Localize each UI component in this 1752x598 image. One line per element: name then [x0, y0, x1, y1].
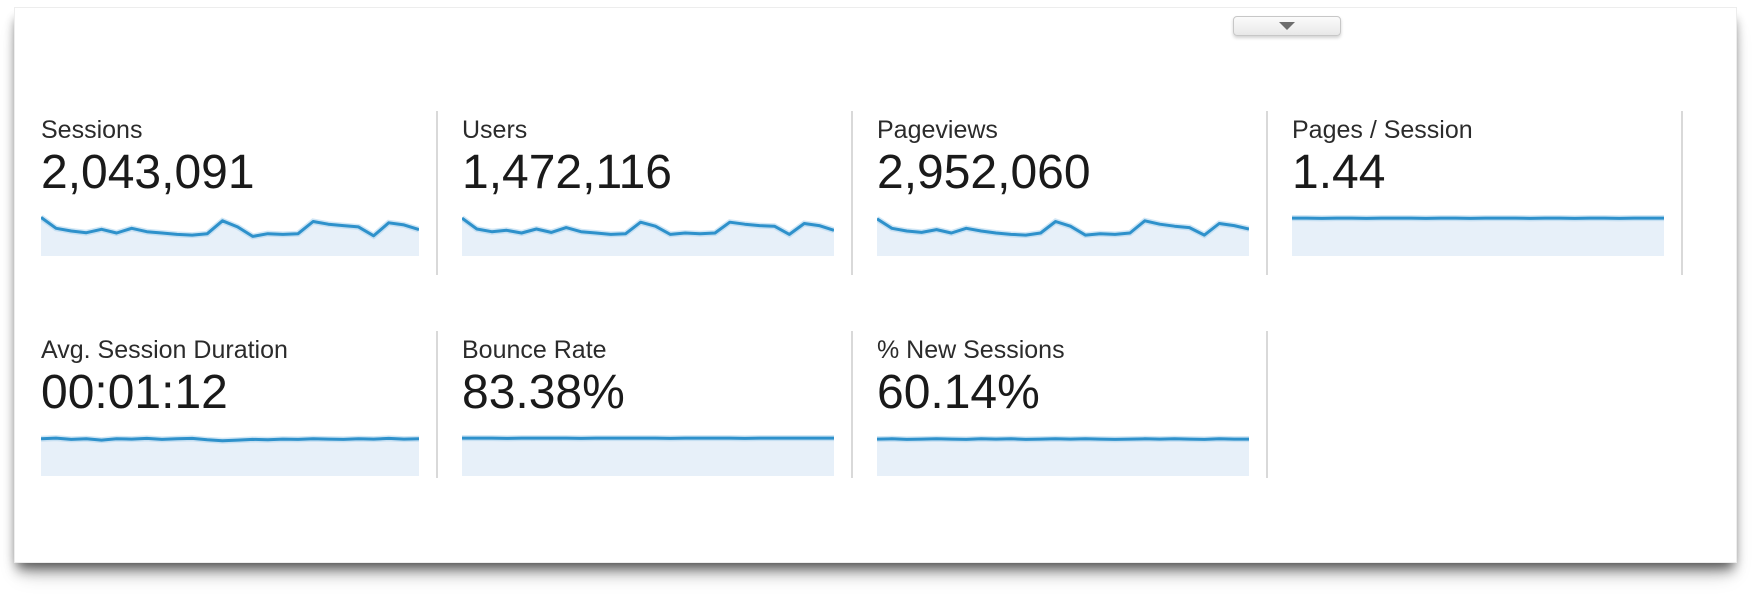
- metric-sparkline: [41, 431, 419, 476]
- metric-value: 1,472,116: [462, 146, 672, 199]
- metric-card-avg-session-duration[interactable]: Avg. Session Duration 00:01:12: [15, 331, 438, 478]
- metric-value: 1.44: [1292, 146, 1386, 199]
- metric-label: Avg. Session Duration: [41, 336, 288, 364]
- metric-sparkline: [462, 211, 834, 256]
- metric-card-bounce-rate[interactable]: Bounce Rate 83.38%: [438, 331, 853, 478]
- metric-value: 60.14%: [877, 366, 1040, 419]
- metric-sparkline: [877, 431, 1249, 476]
- metric-label: Pages / Session: [1292, 116, 1473, 144]
- metric-card-users[interactable]: Users 1,472,116: [438, 111, 853, 275]
- metric-label: Users: [462, 116, 528, 144]
- metric-label: Bounce Rate: [462, 336, 607, 364]
- metrics-row-2: Avg. Session Duration 00:01:12 Bounce Ra…: [15, 331, 1736, 478]
- metric-value: 2,043,091: [41, 146, 255, 199]
- metric-card-new-sessions[interactable]: % New Sessions 60.14%: [853, 331, 1268, 478]
- metric-sparkline: [877, 211, 1249, 256]
- metric-label: Pageviews: [877, 116, 998, 144]
- collapse-chart-button[interactable]: [1233, 16, 1341, 36]
- metrics-row-1: Sessions 2,043,091 Users 1,472,116 Pagev…: [15, 111, 1736, 275]
- chevron-down-icon: [1279, 22, 1295, 30]
- metric-sparkline: [1292, 211, 1664, 256]
- metric-value: 00:01:12: [41, 366, 228, 419]
- metric-card-pageviews[interactable]: Pageviews 2,952,060: [853, 111, 1268, 275]
- metrics-panel: Sessions 2,043,091 Users 1,472,116 Pagev…: [14, 7, 1737, 563]
- metric-sparkline: [462, 431, 834, 476]
- metric-label: Sessions: [41, 116, 143, 144]
- metric-card-pages-session[interactable]: Pages / Session 1.44: [1268, 111, 1683, 275]
- metric-sparkline: [41, 211, 419, 256]
- metric-value: 2,952,060: [877, 146, 1091, 199]
- metric-card-sessions[interactable]: Sessions 2,043,091: [15, 111, 438, 275]
- metric-label: % New Sessions: [877, 336, 1065, 364]
- metric-value: 83.38%: [462, 366, 625, 419]
